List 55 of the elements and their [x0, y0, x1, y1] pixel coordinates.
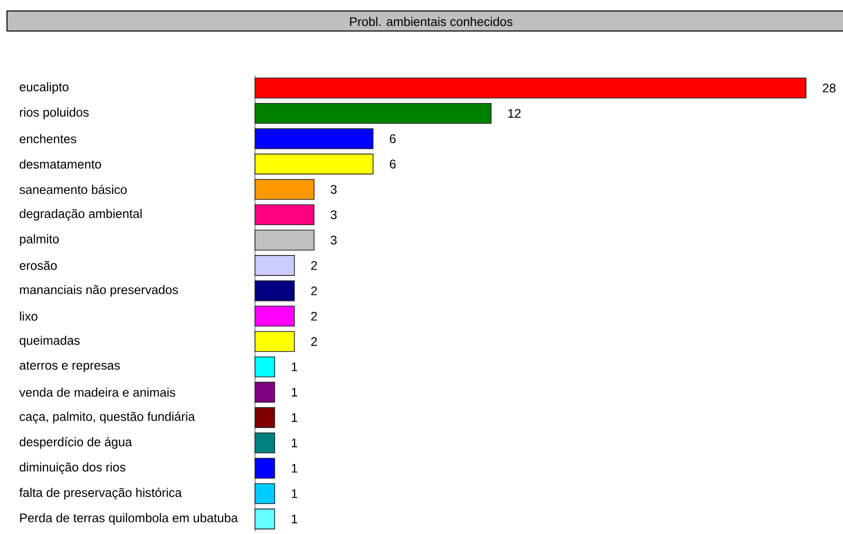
y-tick-label: venda de madeira e animais — [19, 388, 176, 397]
chart-title: Probl. ambientais conhecidos — [350, 16, 512, 26]
bar — [254, 179, 314, 200]
y-tick-label: rios poluidos — [20, 108, 89, 120]
bar — [254, 508, 276, 530]
y-tick-label: enchentes — [20, 134, 76, 144]
y-tick-label: palmito — [20, 234, 59, 246]
bar — [254, 356, 276, 378]
bar — [254, 204, 314, 226]
y-tick-label: caça, palmito, questão fundiária — [20, 412, 195, 424]
data-label: 2 — [311, 286, 317, 296]
bar — [254, 483, 276, 504]
data-label: 1 — [292, 464, 298, 473]
y-tick-label: desmatamento — [20, 159, 102, 169]
data-label: 1 — [292, 514, 298, 524]
bar — [254, 128, 374, 150]
data-label: 6 — [390, 160, 396, 168]
data-label: 1 — [292, 362, 298, 372]
data-label: 1 — [292, 438, 298, 448]
data-label: 3 — [330, 236, 337, 245]
y-tick-label: degradação ambiental — [20, 208, 142, 221]
data-label: 12 — [508, 109, 521, 118]
y-tick-label: erosão — [20, 260, 57, 270]
y-tick-label: falta de preservação histórica — [19, 488, 182, 500]
data-label: 1 — [292, 489, 298, 498]
bar — [254, 280, 295, 302]
bar — [254, 102, 492, 124]
bar — [254, 306, 295, 327]
y-tick-label: lixo — [20, 312, 38, 321]
bar — [254, 407, 276, 428]
y-tick-label: desperdício de água — [20, 437, 132, 449]
data-label: 3 — [330, 185, 337, 194]
data-label: 2 — [311, 261, 317, 270]
y-tick-label: eucalipto — [20, 82, 69, 94]
y-tick-label: saneamento básico — [20, 184, 127, 194]
bar — [254, 78, 806, 98]
y-tick-label: Perda de terras quilombola em ubatuba — [20, 513, 238, 525]
data-label: 1 — [292, 413, 298, 422]
bar — [254, 458, 276, 479]
data-label: 3 — [330, 210, 337, 220]
data-label: 1 — [292, 388, 298, 396]
bar — [254, 432, 276, 454]
y-tick-label: mananciais não preservados — [20, 285, 178, 297]
bar — [254, 382, 276, 403]
data-label: 6 — [390, 134, 396, 144]
data-label: 28 — [822, 84, 836, 92]
bar — [254, 255, 295, 276]
data-label: 2 — [311, 312, 317, 321]
y-tick-label: diminuição dos rios — [20, 462, 126, 474]
data-label: 2 — [311, 337, 317, 346]
bar — [254, 154, 374, 174]
y-tick-label: queimadas — [20, 336, 80, 348]
bar — [254, 230, 314, 251]
y-tick-label: aterros e represas — [20, 362, 120, 372]
bar — [254, 331, 295, 352]
